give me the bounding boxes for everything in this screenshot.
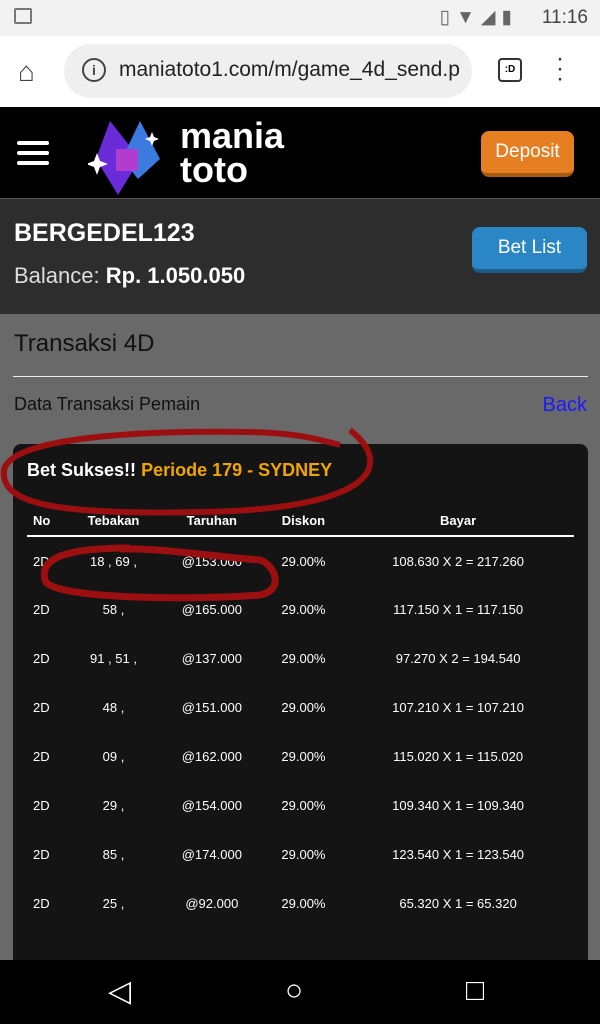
balance-label: Balance:	[14, 263, 100, 288]
bet-success-message: Bet Sukses!! Periode 179 - SYDNEY	[27, 460, 332, 481]
bayar-cell: 117.150 X 1 = 117.150	[393, 602, 524, 617]
info-icon[interactable]: i	[82, 58, 106, 82]
no-cell: 2D	[33, 749, 50, 764]
bet-list-button[interactable]: Bet List	[472, 227, 587, 273]
diskon-cell: 29.00%	[281, 651, 326, 666]
bayar-cell: 97.270 X 2 = 194.540	[395, 651, 521, 666]
transaction-table: No Tebakan Taruhan Diskon Bayar 2D 18 , 6…	[27, 506, 574, 928]
no-cell: 2D	[33, 651, 50, 666]
bayar-cell: 65.320 X 1 = 65.320	[399, 896, 517, 911]
column-header: Bayar	[342, 506, 574, 537]
taruhan-cell: @92.000	[185, 896, 239, 911]
table-row: 2D 58 , @165.000 29.00% 117.150 X 1 = 117.15…	[27, 585, 574, 634]
diskon-cell: 29.00%	[281, 798, 326, 813]
no-cell: 2D	[33, 847, 50, 862]
more-menu-icon[interactable]: · · ·	[556, 45, 564, 92]
logo-text-top: mania	[180, 115, 285, 156]
tebakan-cell: 18 , 69 ,	[89, 553, 137, 569]
column-header: No	[27, 506, 68, 537]
image-notification-icon	[14, 8, 32, 24]
tebakan-cell: 58 ,	[102, 602, 125, 617]
diskon-cell: 29.00%	[281, 896, 326, 911]
no-cell: 2D	[33, 553, 50, 569]
tebakan-cell: 85 ,	[102, 847, 125, 862]
user-panel: BERGEDEL123 Balance: Rp. 1.050.050 Bet L…	[0, 199, 600, 314]
bayar-cell: 107.210 X 1 = 107.210	[392, 700, 525, 715]
table-row: 2D 85 , @174.000 29.00% 123.540 X 1 = 123.54…	[27, 830, 574, 879]
site-header: mania toto Deposit	[0, 107, 600, 199]
taruhan-cell: @151.000	[181, 700, 242, 715]
android-nav-bar: ◁ ○ □	[0, 960, 600, 1024]
browser-toolbar: ⌂ i maniatoto1.com/m/game_4d_send.p :D ·…	[0, 36, 600, 107]
tebakan-cell: 48 ,	[102, 700, 125, 715]
diskon-cell: 29.00%	[281, 700, 326, 715]
tab-switcher-button[interactable]: :D	[498, 58, 522, 82]
no-cell: 2D	[33, 896, 50, 911]
diskon-cell: 29.00%	[281, 602, 326, 617]
taruhan-cell: @174.000	[181, 847, 242, 862]
taruhan-cell: @162.000	[181, 749, 242, 764]
diskon-cell: 29.00%	[281, 553, 326, 569]
transaction-panel: Bet Sukses!! Periode 179 - SYDNEY No Teb…	[13, 444, 588, 984]
column-header: Taruhan	[158, 506, 265, 537]
table-row: 2D 25 , @92.000 29.00% 65.320 X 1 = 65.320	[27, 879, 574, 928]
home-icon[interactable]: ⌂	[18, 56, 35, 87]
diskon-cell: 29.00%	[281, 749, 326, 764]
home-nav-icon[interactable]: ○	[285, 974, 304, 1007]
table-row: 2D 29 , @154.000 29.00% 109.340 X 1 = 109.34…	[27, 781, 574, 830]
column-header: Diskon	[264, 506, 343, 537]
table-row: 2D 91 , 51 , @137.000 29.00% 97.270 X 2 = 19…	[27, 634, 574, 683]
table-row: 2D 18 , 69 , @153.000 29.00% 108.630 X 2 = 2…	[27, 536, 574, 585]
bayar-cell: 109.340 X 1 = 109.340	[392, 798, 525, 813]
no-cell: 2D	[33, 798, 50, 813]
divider	[13, 376, 588, 377]
taruhan-cell: @137.000	[181, 651, 242, 666]
no-cell: 2D	[33, 602, 50, 617]
username: BERGEDEL123	[14, 219, 195, 247]
column-header: Tebakan	[68, 506, 159, 537]
taruhan-cell: @153.000	[181, 553, 242, 569]
bayar-cell: 115.020 X 1 = 115.020	[393, 749, 524, 764]
page-title: Transaksi 4D	[14, 330, 155, 357]
address-bar[interactable]: i maniatoto1.com/m/game_4d_send.p	[64, 44, 472, 98]
logo-text-bottom: toto	[180, 149, 248, 190]
bayar-cell: 108.630 X 2 = 217.260	[392, 553, 525, 569]
diskon-cell: 29.00%	[281, 847, 326, 862]
recents-nav-icon[interactable]: □	[466, 974, 485, 1007]
logo[interactable]: mania toto	[78, 115, 298, 195]
tebakan-cell: 29 ,	[102, 798, 125, 813]
taruhan-cell: @165.000	[181, 602, 242, 617]
clock: 11:16	[541, 7, 588, 28]
status-bar: ▯▼◢▮ 11:16	[0, 0, 600, 36]
table-row: 2D 48 , @151.000 29.00% 107.210 X 1 = 107.21…	[27, 683, 574, 732]
taruhan-cell: @154.000	[181, 798, 242, 813]
tebakan-cell: 91 , 51 ,	[89, 651, 137, 666]
deposit-button[interactable]: Deposit	[481, 131, 574, 177]
back-nav-icon[interactable]: ◁	[108, 975, 132, 1008]
hamburger-menu-icon[interactable]	[17, 141, 49, 171]
balance: Balance: Rp. 1.050.050	[14, 263, 245, 289]
section-subtitle: Data Transaksi Pemain	[14, 394, 201, 414]
tebakan-cell: 25 ,	[102, 896, 125, 911]
tebakan-cell: 09 ,	[102, 749, 125, 764]
bayar-cell: 123.540 X 1 = 123.540	[392, 847, 525, 862]
no-cell: 2D	[33, 700, 50, 715]
status-text: Bet Sukses!!	[27, 460, 137, 480]
table-header-row: No Tebakan Taruhan Diskon Bayar	[27, 506, 574, 537]
url-text[interactable]: maniatoto1.com/m/game_4d_send.p	[119, 58, 460, 81]
back-link[interactable]: Back	[542, 394, 587, 416]
logo-mark-icon	[88, 121, 160, 195]
table-row: 2D 09 , @162.000 29.00% 115.020 X 1 = 115.02…	[27, 732, 574, 781]
period-text: Periode 179 - SYDNEY	[141, 460, 333, 480]
signal-wifi-battery-icons: ▯▼◢▮	[439, 7, 518, 28]
balance-value: Rp. 1.050.050	[105, 263, 246, 288]
